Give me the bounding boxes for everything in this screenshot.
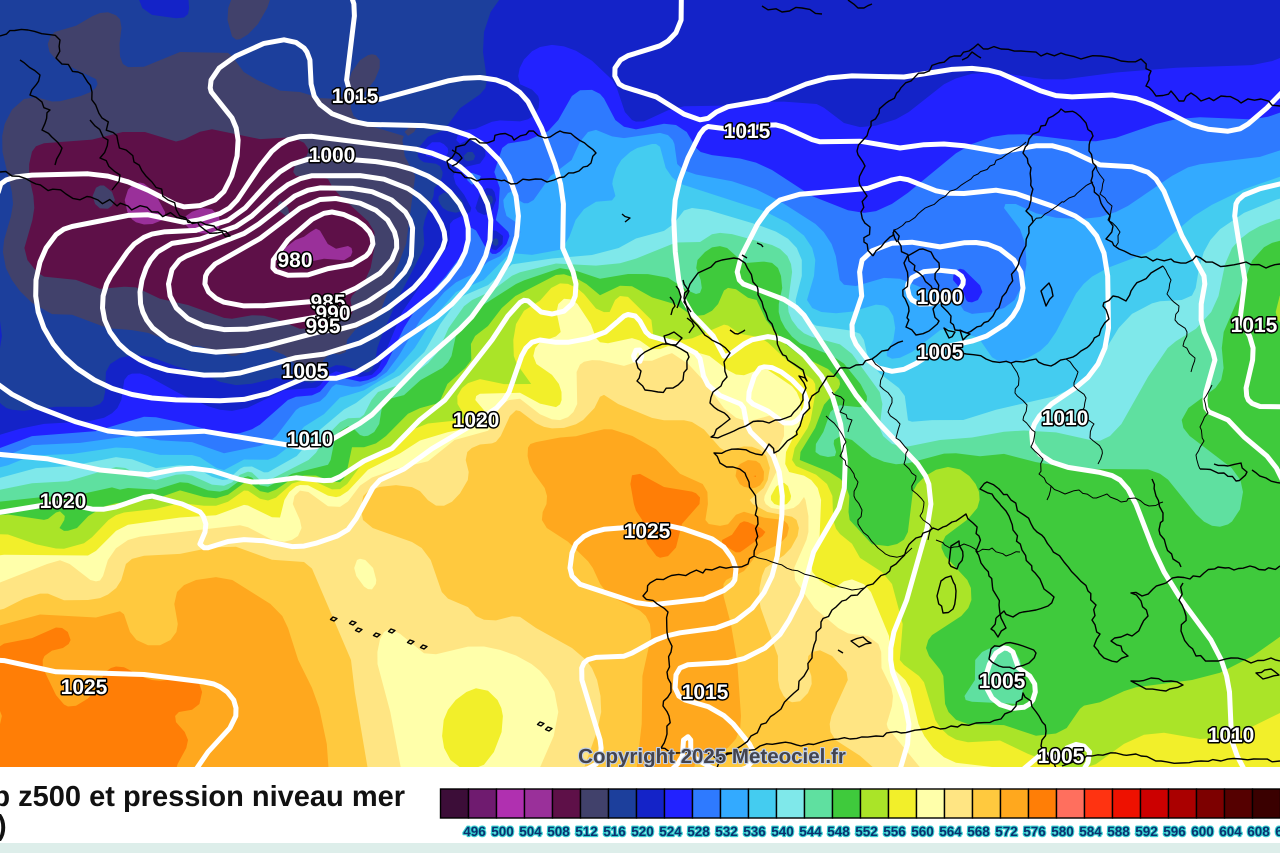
svg-text:(Run 18Z): (Run 18Z) [0, 810, 7, 842]
svg-text:1005: 1005 [917, 341, 964, 364]
svg-text:496: 496 [463, 824, 486, 839]
svg-text:500: 500 [491, 824, 514, 839]
svg-text:544: 544 [799, 824, 822, 839]
svg-text:560: 560 [911, 824, 934, 839]
svg-text:508: 508 [547, 824, 570, 839]
svg-text:1000: 1000 [309, 144, 356, 167]
svg-text:600: 600 [1191, 824, 1214, 839]
svg-text:528: 528 [687, 824, 710, 839]
svg-text:512: 512 [575, 824, 598, 839]
svg-text:980: 980 [277, 249, 312, 272]
svg-text:540: 540 [771, 824, 794, 839]
svg-text:572: 572 [995, 824, 1018, 839]
svg-text:995: 995 [305, 315, 340, 338]
svg-text:556: 556 [883, 824, 906, 839]
svg-text:592: 592 [1135, 824, 1158, 839]
svg-text:1010: 1010 [1042, 407, 1089, 430]
svg-text:Géop z500 et pression niveau m: Géop z500 et pression niveau mer [0, 781, 405, 813]
svg-text:1020: 1020 [40, 490, 87, 513]
svg-text:1010: 1010 [1208, 724, 1255, 747]
svg-text:536: 536 [743, 824, 766, 839]
svg-text:564: 564 [939, 824, 962, 839]
svg-text:1015: 1015 [1231, 314, 1278, 337]
svg-text:1015: 1015 [682, 681, 729, 704]
svg-text:1015: 1015 [332, 85, 379, 108]
svg-text:985: 985 [310, 291, 345, 314]
svg-text:552: 552 [855, 824, 878, 839]
svg-text:990: 990 [315, 302, 350, 325]
svg-text:1010: 1010 [287, 428, 334, 451]
svg-text:584: 584 [1079, 824, 1102, 839]
svg-text:604: 604 [1219, 824, 1242, 839]
svg-text:Copyright 2025 Meteociel.fr: Copyright 2025 Meteociel.fr [578, 745, 846, 768]
svg-text:520: 520 [631, 824, 654, 839]
svg-text:532: 532 [715, 824, 738, 839]
svg-text:596: 596 [1163, 824, 1186, 839]
svg-text:1005: 1005 [979, 670, 1026, 693]
svg-text:1015: 1015 [724, 120, 771, 143]
svg-text:1025: 1025 [61, 676, 108, 699]
svg-text:1005: 1005 [1038, 745, 1085, 768]
svg-text:580: 580 [1051, 824, 1074, 839]
svg-text:588: 588 [1107, 824, 1130, 839]
svg-text:576: 576 [1023, 824, 1046, 839]
svg-text:1020: 1020 [453, 409, 500, 432]
svg-text:504: 504 [519, 824, 542, 839]
svg-text:516: 516 [603, 824, 626, 839]
svg-text:524: 524 [659, 824, 682, 839]
svg-text:1005: 1005 [282, 360, 329, 383]
svg-text:1000: 1000 [917, 286, 964, 309]
svg-text:568: 568 [967, 824, 990, 839]
svg-text:1025: 1025 [624, 520, 671, 543]
svg-text:612: 612 [1275, 824, 1280, 839]
svg-text:548: 548 [827, 824, 850, 839]
svg-text:608: 608 [1247, 824, 1270, 839]
